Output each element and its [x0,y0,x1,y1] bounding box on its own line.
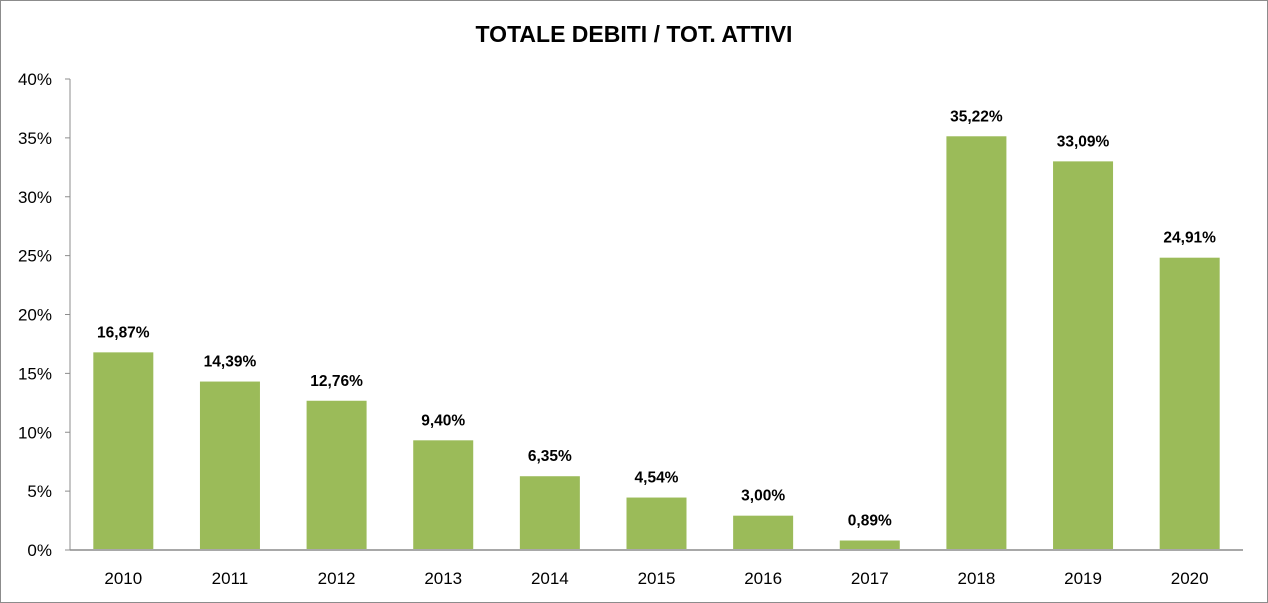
data-label: 16,87% [97,324,150,341]
y-tick-label: 10% [18,423,52,442]
data-label: 14,39% [204,354,257,371]
data-label: 24,91% [1163,230,1216,247]
bar [1157,255,1222,551]
data-label: 12,76% [310,373,363,390]
y-tick-label: 15% [18,364,52,383]
bar [304,398,369,551]
bar [1051,159,1116,551]
bar [411,438,476,551]
data-label: 35,22% [950,108,1003,125]
x-tick-label: 2017 [851,569,889,588]
data-label: 0,89% [848,513,892,530]
x-tick-label: 2019 [1064,569,1102,588]
x-tick-label: 2016 [744,569,782,588]
bar [731,513,796,551]
data-label: 33,09% [1057,133,1110,150]
data-label: 4,54% [635,470,679,487]
data-label: 3,00% [741,488,785,505]
x-tick-label: 2020 [1171,569,1209,588]
x-tick-label: 2010 [104,569,142,588]
bar [944,134,1009,552]
x-tick-label: 2012 [318,569,356,588]
chart-title: TOTALE DEBITI / TOT. ATTIVI [475,21,793,47]
x-tick-label: 2011 [212,569,249,588]
bar [197,379,262,551]
y-tick-label: 30% [18,188,52,207]
y-tick-label: 35% [18,129,52,148]
x-tick-label: 2014 [531,569,569,588]
bar [91,350,156,551]
bar [624,495,689,552]
y-tick-label: 25% [18,247,52,266]
x-tick-label: 2013 [424,569,462,588]
x-tick-label: 2018 [957,569,995,588]
x-tick-label: 2015 [638,569,676,588]
bar [517,474,582,552]
y-tick-label: 5% [27,482,52,501]
y-tick-label: 20% [18,306,52,325]
data-label: 9,40% [421,412,465,429]
y-tick-label: 0% [27,541,52,560]
bar [837,538,902,552]
y-tick-label: 40% [18,70,52,89]
data-label: 6,35% [528,448,572,465]
